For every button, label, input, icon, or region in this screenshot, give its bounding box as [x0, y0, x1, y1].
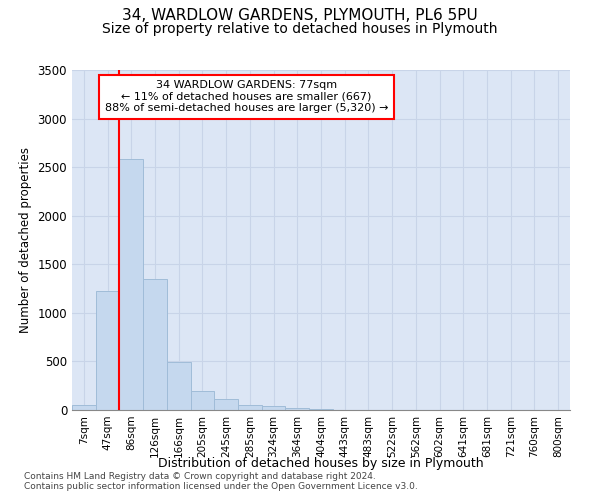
Bar [262, 406, 286, 410]
Bar [96, 292, 119, 410]
Text: Distribution of detached houses by size in Plymouth: Distribution of detached houses by size … [158, 458, 484, 470]
Bar [167, 362, 191, 410]
Bar [191, 390, 214, 410]
Bar [286, 408, 309, 410]
Bar [143, 279, 167, 410]
Bar [309, 409, 333, 410]
Text: 34, WARDLOW GARDENS, PLYMOUTH, PL6 5PU: 34, WARDLOW GARDENS, PLYMOUTH, PL6 5PU [122, 8, 478, 22]
Text: Contains HM Land Registry data © Crown copyright and database right 2024.: Contains HM Land Registry data © Crown c… [24, 472, 376, 481]
Bar [238, 404, 262, 410]
Bar [214, 400, 238, 410]
Y-axis label: Number of detached properties: Number of detached properties [19, 147, 32, 333]
Text: Contains public sector information licensed under the Open Government Licence v3: Contains public sector information licen… [24, 482, 418, 491]
Bar [119, 160, 143, 410]
Bar [72, 405, 96, 410]
Text: 34 WARDLOW GARDENS: 77sqm
← 11% of detached houses are smaller (667)
88% of semi: 34 WARDLOW GARDENS: 77sqm ← 11% of detac… [104, 80, 388, 114]
Text: Size of property relative to detached houses in Plymouth: Size of property relative to detached ho… [102, 22, 498, 36]
